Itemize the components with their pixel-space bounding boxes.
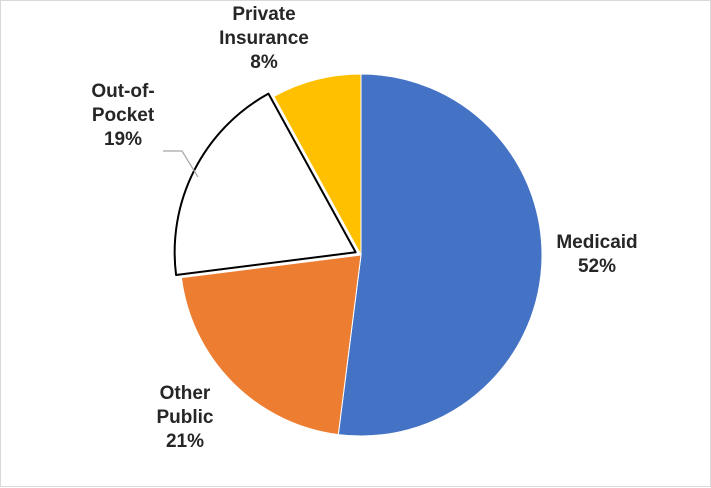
data-label-out-of-pocket: Out-of-Pocket 19% [91,81,154,150]
slices-layer [173,73,543,437]
data-labels: Medicaid 52% Other Public 21% Out-of-Pocket 19… [91,4,637,452]
pie-slice-medicaid [337,73,543,437]
data-label-name: Medicaid [556,232,637,253]
data-label-name: Out-of-Pocket [91,81,154,126]
data-label-value: 19% [104,129,142,150]
data-label-value: 8% [250,52,278,73]
pie-slice-other-public [180,254,362,436]
pie-slice-private-insurance [273,73,362,256]
data-label-value: 21% [166,431,204,452]
leader-line-out-of-pocket [163,150,199,178]
data-label-other-public: Other Public 21% [156,383,213,452]
data-label-private-insurance: Private Insurance 8% [219,4,309,73]
leader-lines [163,150,199,178]
data-label-name: Other Public [156,383,213,428]
data-label-name: Private Insurance [219,4,309,49]
data-label-value: 52% [578,256,616,277]
data-label-medicaid: Medicaid 52% [556,232,637,277]
